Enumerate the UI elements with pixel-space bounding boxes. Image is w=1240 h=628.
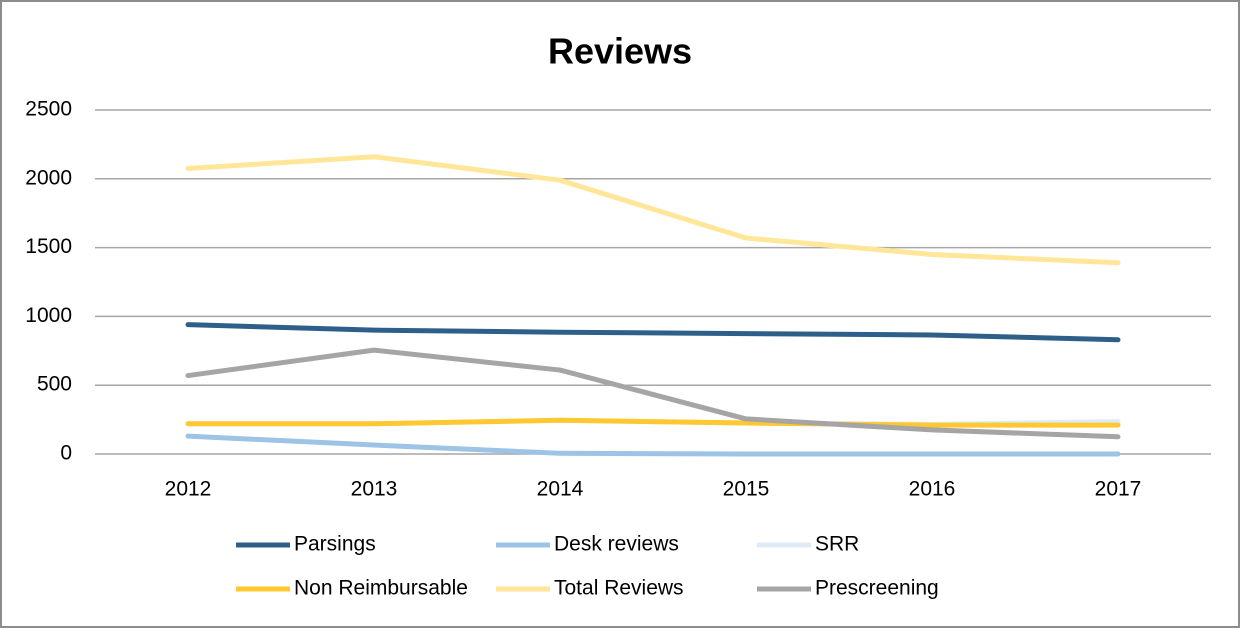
x-tick-label: 2017 <box>1095 478 1142 501</box>
series-line <box>185 154 1121 266</box>
y-tick-label: 2000 <box>25 166 72 189</box>
legend-label: Parsings <box>294 533 376 556</box>
legend-label: Prescreening <box>815 577 939 600</box>
y-tick-label: 500 <box>37 373 72 396</box>
series-line <box>185 433 1121 457</box>
legend-label: Total Reviews <box>554 577 684 600</box>
y-tick-label: 0 <box>60 442 72 465</box>
series-line <box>185 417 1121 428</box>
x-tick-label: 2012 <box>165 478 212 501</box>
chart-title: Reviews <box>548 31 692 72</box>
legend-label: SRR <box>815 533 859 556</box>
legend-label: Non Reimbursable <box>294 577 468 600</box>
series-line <box>185 347 1121 440</box>
x-tick-label: 2014 <box>537 478 584 501</box>
x-tick-label: 2015 <box>723 478 770 501</box>
x-tick-label: 2016 <box>909 478 956 501</box>
series-line <box>185 322 1121 343</box>
y-tick-label: 1000 <box>25 304 72 327</box>
y-tick-label: 2500 <box>25 98 72 121</box>
y-tick-label: 1500 <box>25 235 72 258</box>
legend-label: Desk reviews <box>554 533 679 556</box>
x-tick-label: 2013 <box>351 478 398 501</box>
